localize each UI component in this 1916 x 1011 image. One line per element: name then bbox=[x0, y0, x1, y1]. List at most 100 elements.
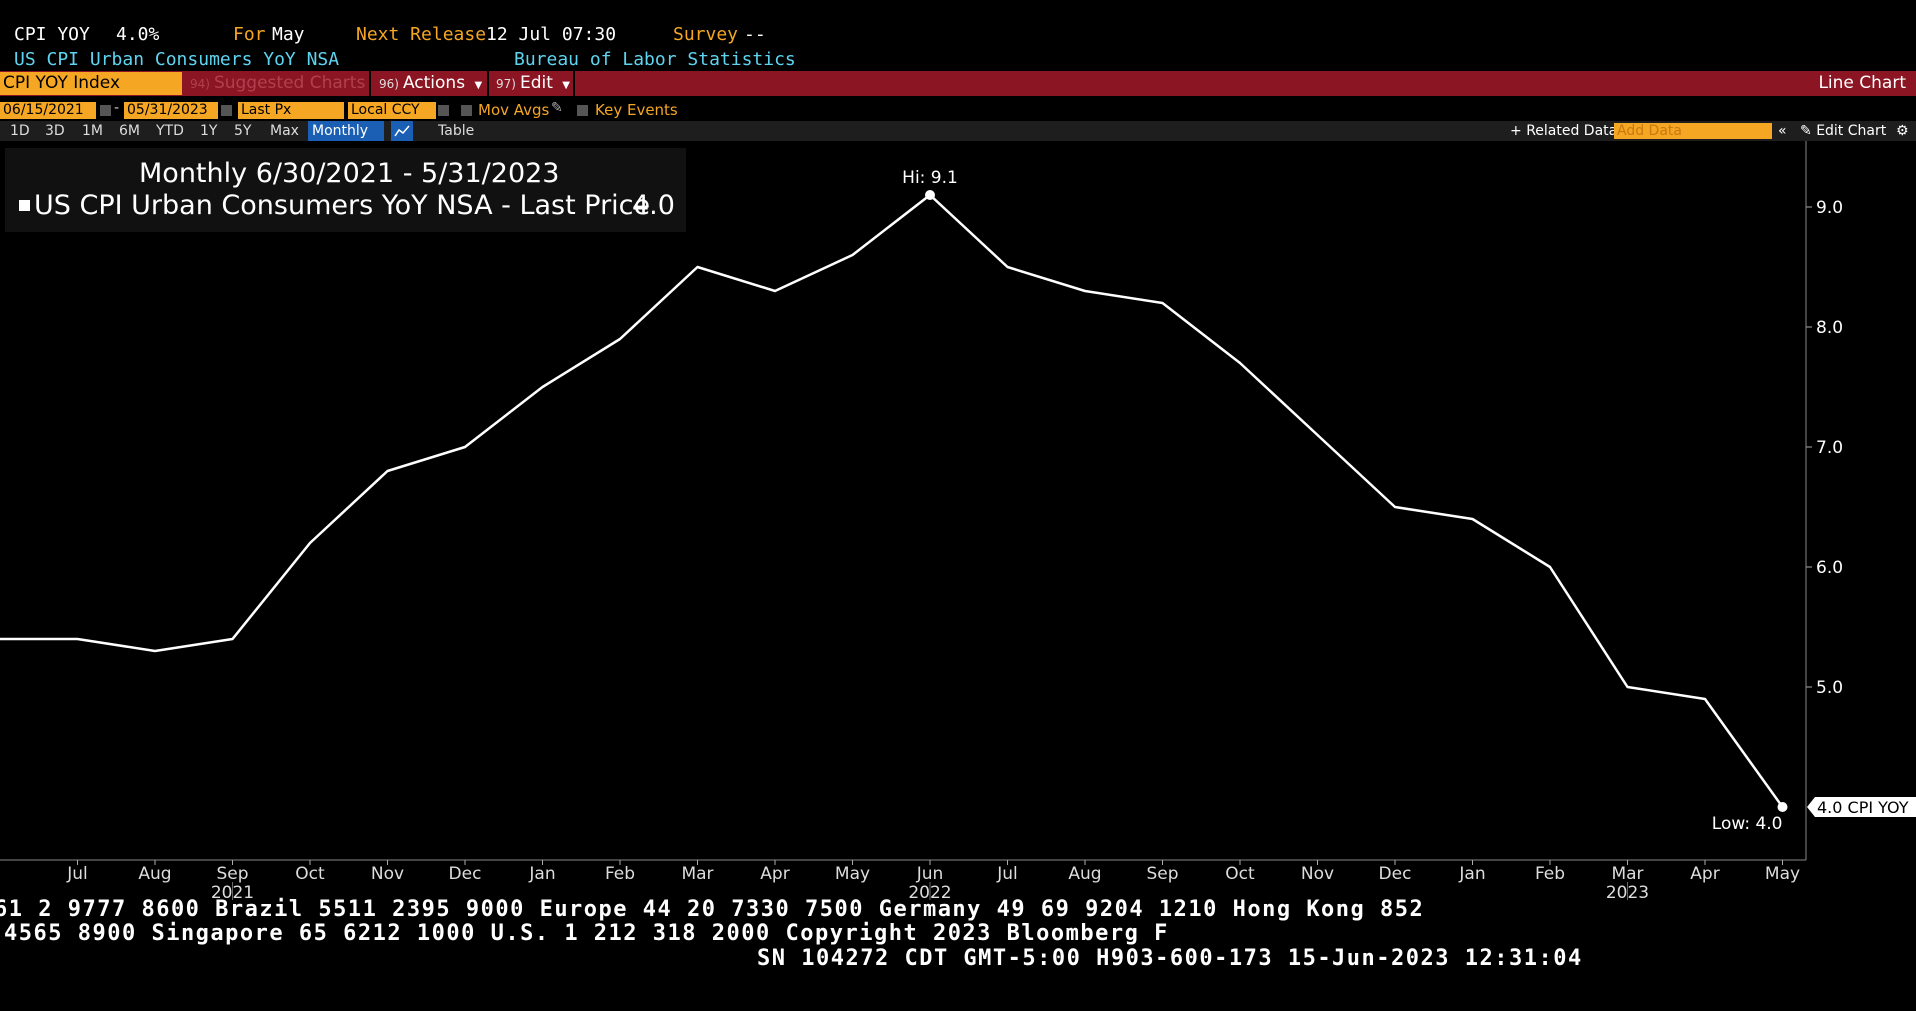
function-toolbar: CPI YOY Index 94) Suggested Charts 96) Act… bbox=[0, 71, 1916, 96]
x-tick-label: Jan bbox=[528, 864, 555, 884]
gear-icon[interactable]: ⚙ bbox=[1896, 123, 1909, 139]
table-button[interactable]: Table bbox=[438, 123, 475, 139]
legend-series-label: US CPI Urban Consumers YoY NSA - Last Pr… bbox=[34, 190, 651, 221]
suggested-charts-button[interactable]: 94) Suggested Charts bbox=[190, 71, 365, 96]
period-toolbar: 1D 3D 1M 6M YTD 1Y 5Y Max Monthly ▼ Tabl… bbox=[0, 121, 1916, 158]
x-tick-label: Aug bbox=[1068, 864, 1101, 884]
edit-button[interactable]: 97) Edit ▼ bbox=[496, 71, 570, 96]
legend-swatch bbox=[19, 200, 30, 211]
survey-label: Survey bbox=[673, 24, 739, 45]
period-6m[interactable]: 6M bbox=[119, 123, 140, 139]
end-date-field[interactable]: 05/31/2023 bbox=[124, 102, 218, 119]
toolbar-divider bbox=[573, 71, 575, 96]
suggested-charts-number: 94) bbox=[190, 77, 210, 91]
last-value-tag bbox=[1807, 797, 1916, 817]
chart-type-label[interactable]: Line Chart bbox=[1818, 73, 1906, 93]
high-label: Hi: 9.1 bbox=[902, 168, 958, 188]
x-tick-label: Jul bbox=[996, 864, 1018, 884]
y-tick-label: 6.0 bbox=[1816, 558, 1843, 578]
low-label: Low: 4.0 bbox=[1712, 814, 1783, 834]
y-tick-label: 7.0 bbox=[1816, 438, 1843, 458]
actions-label: Actions bbox=[402, 73, 466, 93]
legend-title: Monthly 6/30/2021 - 5/31/2023 bbox=[139, 158, 560, 189]
x-tick-label: Jan bbox=[1458, 864, 1485, 884]
x-tick-label: May bbox=[835, 864, 870, 884]
x-tick-label: Oct bbox=[295, 864, 325, 884]
ticker-value: 4.0% bbox=[116, 24, 160, 45]
date-range-dash: - bbox=[114, 100, 120, 116]
actions-number: 96) bbox=[379, 77, 399, 91]
ticker-field[interactable]: CPI YOY Index bbox=[0, 72, 182, 95]
y-tick-label: 5.0 bbox=[1816, 678, 1843, 698]
x-tick-label: Aug bbox=[138, 864, 171, 884]
survey-value: -- bbox=[744, 24, 766, 45]
legend-last-value: 4.0 bbox=[632, 190, 675, 221]
calendar-icon[interactable] bbox=[100, 105, 111, 116]
year-label: 2021 bbox=[211, 883, 254, 901]
footer-contacts-line1: 61 2 9777 8600 Brazil 5511 2395 9000 Eur… bbox=[0, 897, 1425, 922]
x-tick-label: Sep bbox=[1146, 864, 1178, 884]
x-tick-label: May bbox=[1765, 864, 1800, 884]
data-source: Bureau of Labor Statistics bbox=[514, 49, 796, 70]
currency-select[interactable]: Local CCY bbox=[348, 102, 436, 119]
collapse-icon[interactable]: « bbox=[1778, 123, 1787, 139]
x-tick-label: Mar bbox=[1611, 864, 1643, 884]
y-tick-label: 8.0 bbox=[1816, 318, 1843, 338]
mov-avgs-checkbox[interactable] bbox=[461, 105, 472, 116]
line-chart-icon[interactable] bbox=[391, 121, 413, 141]
pencil-icon[interactable]: ✎ bbox=[551, 100, 563, 116]
suggested-charts-label: Suggested Charts bbox=[213, 73, 366, 93]
footer-session-line: SN 104272 CDT GMT-5:00 H903-600-173 15-J… bbox=[757, 946, 1583, 971]
actions-button[interactable]: 96) Actions ▼ bbox=[379, 71, 482, 96]
edit-chart-label: Edit Chart bbox=[1816, 123, 1887, 139]
for-label: For bbox=[233, 24, 266, 45]
edit-number: 97) bbox=[496, 77, 516, 91]
mov-avgs-label[interactable]: Mov Avgs bbox=[478, 101, 550, 119]
x-tick-label: Sep bbox=[216, 864, 248, 884]
x-tick-label: Oct bbox=[1225, 864, 1255, 884]
edit-chart-button[interactable]: ✎ Edit Chart bbox=[1800, 121, 1886, 141]
x-tick-label: Feb bbox=[1535, 864, 1565, 884]
price-field-select[interactable]: Last Px bbox=[238, 102, 344, 119]
frequency-label: Monthly bbox=[312, 123, 369, 139]
x-tick-label: Nov bbox=[1301, 864, 1334, 884]
y-tick-label: 9.0 bbox=[1816, 198, 1843, 218]
cpi-series-line bbox=[0, 193, 1784, 808]
frequency-select[interactable]: Monthly ▼ bbox=[308, 121, 384, 158]
toolbar-divider bbox=[369, 71, 371, 96]
related-data-button[interactable]: + Related Data bbox=[1510, 121, 1617, 141]
chevron-down-icon: ▼ bbox=[474, 80, 483, 91]
currency-dropdown-icon[interactable] bbox=[438, 105, 449, 116]
period-5y[interactable]: 5Y bbox=[234, 123, 252, 139]
calendar-icon[interactable] bbox=[221, 105, 232, 116]
period-1m[interactable]: 1M bbox=[82, 123, 103, 139]
footer-contacts-line2: 4565 8900 Singapore 65 6212 1000 U.S. 1 … bbox=[4, 921, 1169, 946]
related-data-label: Related Data bbox=[1526, 123, 1618, 139]
period-1y[interactable]: 1Y bbox=[200, 123, 218, 139]
x-tick-label: Dec bbox=[1379, 864, 1412, 884]
x-tick-label: Nov bbox=[371, 864, 404, 884]
year-label: 2022 bbox=[908, 883, 951, 901]
period-1d[interactable]: 1D bbox=[10, 123, 30, 139]
key-events-label[interactable]: Key Events bbox=[595, 101, 678, 119]
period-3d[interactable]: 3D bbox=[45, 123, 65, 139]
for-value: May bbox=[272, 24, 305, 45]
x-tick-label: Feb bbox=[605, 864, 635, 884]
add-data-input[interactable]: Add Data bbox=[1614, 123, 1772, 139]
key-events-checkbox[interactable] bbox=[577, 105, 588, 116]
period-max[interactable]: Max bbox=[270, 123, 299, 139]
cpi-line-chart: 5.0 6.0 7.0 8.0 9.0 Jul Aug Sep Oct Nov Dec Jan Feb M… bbox=[0, 141, 1916, 901]
low-point-marker bbox=[1777, 802, 1788, 812]
high-point-marker bbox=[925, 190, 935, 200]
chart-legend: Monthly 6/30/2021 - 5/31/2023 US CPI Urb… bbox=[5, 148, 686, 232]
period-ytd[interactable]: YTD bbox=[156, 123, 184, 139]
x-tick-label: Mar bbox=[681, 864, 713, 884]
x-tick-label: Dec bbox=[449, 864, 482, 884]
start-date-field[interactable]: 06/15/2021 bbox=[0, 102, 96, 119]
ticker-label: CPI YOY bbox=[14, 24, 90, 45]
x-tick-label: Jul bbox=[66, 864, 88, 884]
pencil-icon: ✎ bbox=[1800, 123, 1817, 139]
toolbar-divider bbox=[487, 71, 489, 96]
plus-icon: + bbox=[1510, 123, 1527, 139]
x-tick-label: Apr bbox=[760, 864, 789, 884]
